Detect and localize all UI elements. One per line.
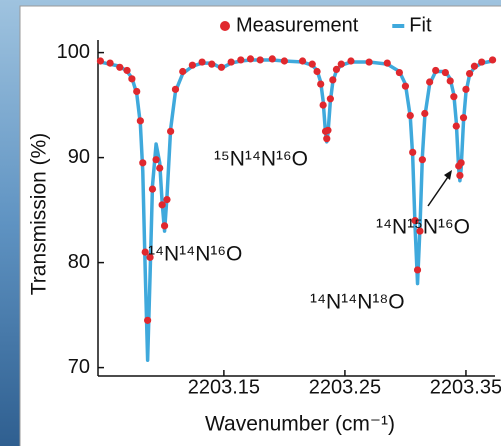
fit-line — [100, 58, 493, 362]
measurement-point — [308, 60, 316, 68]
measurement-point — [298, 57, 307, 65]
measurement-point — [413, 266, 422, 274]
measurement-point — [462, 85, 470, 93]
measurement-point — [426, 78, 434, 86]
annotation: ¹⁴N¹⁵N¹⁶O — [376, 216, 470, 239]
measurement-point — [409, 148, 417, 156]
x-axis-label: Wavenumber (cm⁻¹) — [205, 413, 395, 436]
measurement-point — [452, 122, 460, 130]
x-tick-label: 2203.25 — [309, 376, 381, 398]
measurement-point — [456, 171, 464, 180]
measurement-point — [188, 61, 197, 69]
y-tick-label: 80 — [68, 251, 90, 273]
measurement-point — [139, 159, 147, 167]
measurement-point — [459, 114, 468, 122]
measurement-point — [158, 201, 166, 209]
measurement-point — [365, 58, 373, 66]
measurement-point — [123, 66, 131, 75]
annotation: ¹⁴N¹⁴N¹⁶O — [148, 243, 242, 266]
measurement-point — [457, 159, 465, 167]
measurement-point — [421, 109, 429, 118]
measurement-point — [208, 60, 216, 68]
measurement-point — [198, 58, 206, 66]
measurement-point — [268, 55, 276, 63]
measurement-point — [136, 117, 144, 125]
annotation: ¹⁴N¹⁴N¹⁸O — [310, 291, 405, 314]
measurement-point — [446, 77, 454, 85]
measurement-point — [465, 70, 474, 78]
measurement-point — [148, 185, 157, 193]
measurement-point — [450, 93, 458, 101]
measurement-point — [160, 222, 169, 230]
measurement-point — [237, 56, 245, 64]
measurement-point — [383, 59, 391, 67]
measurement-point — [128, 75, 136, 83]
measurement-point — [256, 56, 264, 64]
measurement-point — [319, 101, 327, 109]
measurement-point — [347, 57, 355, 65]
measurement-point — [280, 57, 288, 65]
legend-label: Measurement — [236, 14, 359, 36]
measurement-point — [156, 164, 164, 172]
measurement-point — [163, 196, 171, 204]
measurement-point — [167, 127, 175, 135]
measurement-point — [146, 253, 154, 261]
measurement-point — [337, 60, 345, 68]
measurement-point — [478, 58, 486, 66]
measurement-point — [313, 67, 321, 76]
measurement-point — [96, 57, 105, 65]
measurement-point — [326, 95, 334, 103]
measurement-point — [141, 248, 149, 256]
legend-marker — [220, 21, 230, 31]
measurement-point — [411, 217, 419, 225]
y-tick-label: 90 — [68, 146, 90, 168]
y-tick-label: 70 — [68, 356, 90, 378]
measurement-point — [171, 85, 180, 93]
measurement-point — [470, 62, 479, 70]
y-axis-label: Transmission (%) — [28, 133, 51, 296]
x-tick-label: 2203.35 — [430, 376, 501, 398]
measurement-point — [324, 126, 332, 134]
measurement-point — [217, 63, 226, 71]
measurement-point — [329, 76, 337, 84]
measurement-point — [144, 316, 152, 324]
measurement-point — [152, 156, 160, 164]
measurement-point — [227, 58, 235, 66]
annotation-arrow — [427, 173, 451, 207]
measurement-point — [432, 66, 440, 75]
measurement-point — [401, 82, 410, 90]
measurement-point — [488, 56, 497, 64]
measurement-point — [133, 87, 141, 96]
measurement-point — [441, 68, 449, 77]
arrow-head — [444, 170, 452, 180]
measurement-point — [416, 227, 424, 235]
measurement-point — [317, 80, 325, 88]
measurement-point — [323, 135, 331, 143]
measurement-point — [406, 112, 414, 120]
measurement-point — [246, 55, 255, 63]
measurement-point — [395, 68, 403, 77]
measurement-point — [332, 65, 341, 73]
measurement-point — [106, 59, 114, 67]
annotation: ¹⁵N¹⁴N¹⁶O — [214, 148, 308, 171]
legend-label: Fit — [409, 14, 432, 36]
y-tick-label: 100 — [57, 41, 90, 63]
measurement-point — [418, 156, 426, 164]
measurement-point — [116, 63, 124, 71]
measurement-point — [179, 67, 187, 76]
x-tick-label: 2203.15 — [188, 376, 260, 398]
